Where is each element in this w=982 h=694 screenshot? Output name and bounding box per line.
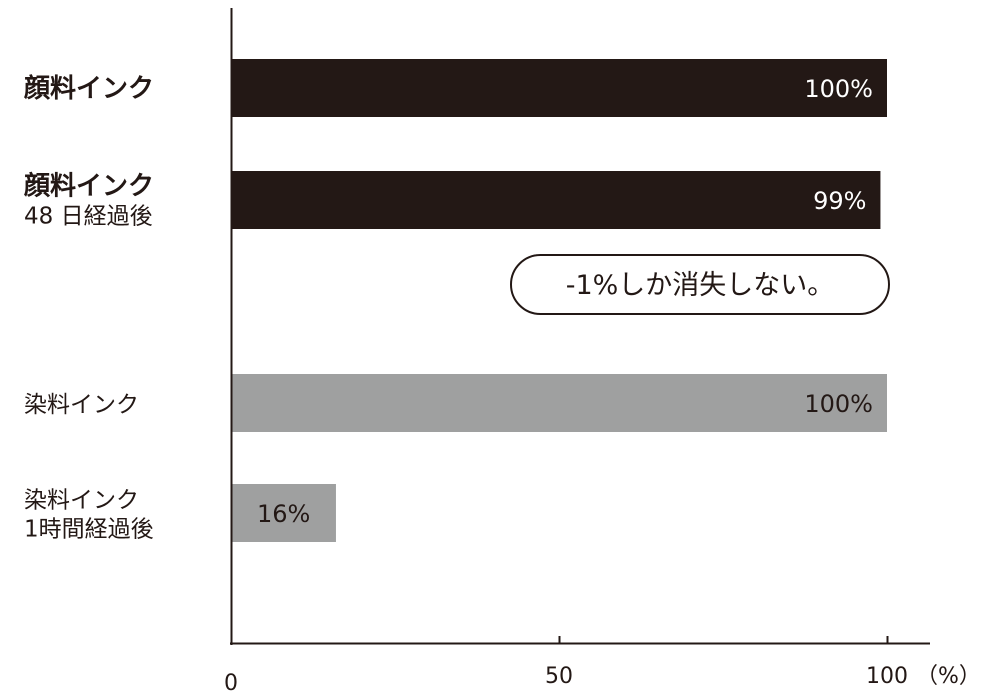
x-axis-unit: （%） xyxy=(916,664,981,689)
bar-value-label-1: 100% xyxy=(804,75,873,103)
callout-bubble xyxy=(510,254,890,315)
callout-annotation: -1%しか消失しない。 xyxy=(510,254,890,315)
category-label-2-line-1: 顔料インク xyxy=(24,172,154,202)
x-tick-label-50: 50 xyxy=(545,664,573,689)
callout-text: -1%しか消失しない。 xyxy=(566,270,835,301)
bar-value-label-2: 99% xyxy=(813,187,866,215)
axis-layer xyxy=(230,8,930,645)
x-tick-label-0: 0 xyxy=(224,671,238,694)
bar-2 xyxy=(231,171,881,229)
bar-3 xyxy=(231,374,887,432)
bar-value-label-4: 16% xyxy=(257,500,310,528)
category-label-4-line-2: 1時間経過後 xyxy=(24,517,154,543)
bar-4 xyxy=(231,484,336,542)
category-label-2-line-2: 48 日経過後 xyxy=(24,204,153,230)
x-tick-label-100: 100 xyxy=(866,664,908,689)
category-label-4-line-1: 染料インク xyxy=(24,488,139,514)
ticks-layer: 0 50 100 xyxy=(224,636,908,694)
bar-value-label-3: 100% xyxy=(804,390,873,418)
category-label-3-line-1: 染料インク xyxy=(24,392,139,418)
bar-1 xyxy=(231,59,887,117)
bars-layer: 100% 99% 100% 16% xyxy=(231,59,887,542)
category-label-1-line-1: 顔料インク xyxy=(24,74,154,104)
